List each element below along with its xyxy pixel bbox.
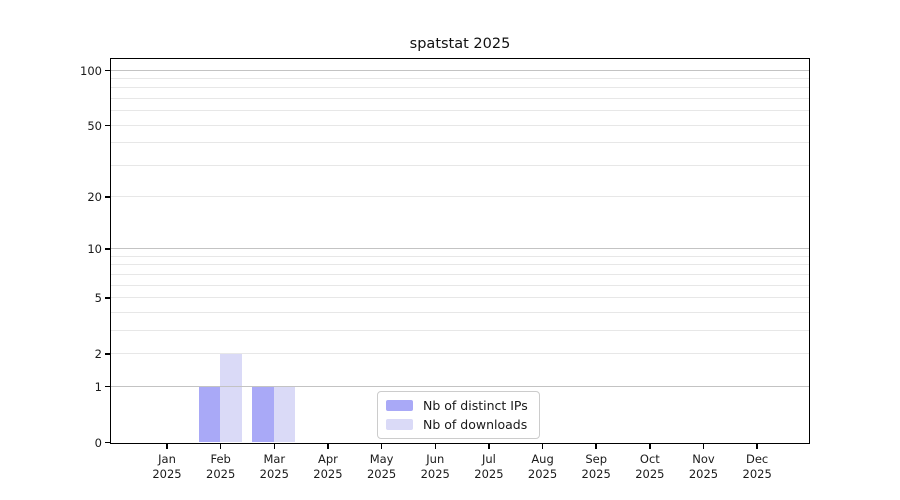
gridline-minor (111, 255, 809, 257)
gridline-minor (111, 87, 809, 89)
x-tick-label: Jan 2025 (152, 452, 182, 481)
x-tick-label: Nov 2025 (688, 452, 719, 481)
gridline-minor (111, 264, 809, 266)
gridline-minor (111, 273, 809, 275)
gridline-minor (111, 124, 809, 126)
x-tick-mark (595, 444, 597, 449)
y-tick-mark (105, 124, 110, 127)
gridline-minor (111, 97, 809, 99)
x-tick-mark (273, 444, 276, 449)
x-tick-mark (166, 444, 168, 449)
x-tick-mark (434, 444, 436, 449)
gridline-minor (111, 196, 809, 198)
y-tick-mark (105, 69, 110, 72)
gridlines-layer (111, 59, 809, 443)
gridline-minor (111, 142, 809, 144)
x-tick-label: Apr 2025 (313, 452, 343, 481)
x-tick-label: Mar 2025 (259, 452, 289, 481)
x-tick-mark (702, 444, 705, 449)
x-tick-mark (488, 444, 490, 449)
x-tick-mark (327, 444, 329, 449)
x-tick-label: Dec 2025 (742, 452, 772, 481)
gridline-minor (111, 329, 809, 331)
legend-swatch-distinct-ips-icon (386, 399, 413, 411)
y-tick-label: 1 (94, 379, 102, 394)
legend-item-distinct-ips: Nb of distinct IPs (386, 397, 528, 413)
gridline-major (111, 248, 809, 250)
y-tick-label: 2 (94, 346, 102, 361)
bar-distinct-ips (198, 386, 221, 442)
bar-downloads (220, 353, 242, 442)
x-tick-mark (756, 444, 758, 449)
gridline-major (111, 385, 809, 387)
x-tick-label: Feb 2025 (206, 452, 236, 481)
y-tick-label: 20 (87, 190, 102, 205)
x-tick-label: Oct 2025 (635, 452, 665, 481)
gridline-major (111, 69, 809, 71)
gridline-minor (111, 110, 809, 112)
legend-swatch-downloads-icon (386, 418, 413, 430)
legend: Nb of distinct IPs Nb of downloads (377, 391, 540, 439)
y-tick-mark (105, 297, 110, 299)
x-tick-label: May 2025 (366, 452, 397, 481)
gridline-minor (111, 297, 809, 299)
bar-downloads (273, 386, 296, 442)
y-tick-label: 0 (94, 435, 102, 450)
legend-label-downloads: Nb of downloads (423, 416, 528, 432)
gridline-minor (111, 164, 809, 166)
gridline-minor (111, 311, 809, 313)
x-tick-mark (380, 444, 383, 449)
x-tick-mark (541, 444, 544, 449)
y-tick-label: 100 (80, 63, 102, 78)
y-tick-label: 5 (94, 291, 102, 306)
gridline-minor (111, 352, 809, 354)
x-tick-label: Jun 2025 (420, 452, 450, 481)
gridline-minor (111, 77, 809, 79)
x-tick-label: Jul 2025 (474, 452, 504, 481)
gridline-minor (111, 284, 809, 286)
bars-layer (111, 59, 809, 443)
x-tick-label: Aug 2025 (527, 452, 558, 481)
x-tick-mark (219, 444, 222, 449)
y-tick-label: 50 (87, 118, 102, 133)
y-tick-mark (105, 196, 110, 198)
bar-distinct-ips (252, 386, 274, 442)
legend-label-distinct-ips: Nb of distinct IPs (423, 397, 528, 413)
x-tick-mark (649, 444, 651, 449)
plot-area (110, 58, 810, 444)
y-tick-mark (105, 248, 110, 250)
chart-title: spatstat 2025 (409, 36, 511, 52)
y-tick-mark (105, 385, 110, 388)
y-tick-mark (105, 441, 110, 444)
y-tick-mark (105, 353, 110, 355)
x-tick-label: Sep 2025 (581, 452, 611, 481)
y-tick-label: 10 (87, 242, 102, 257)
legend-item-downloads: Nb of downloads (386, 416, 528, 432)
